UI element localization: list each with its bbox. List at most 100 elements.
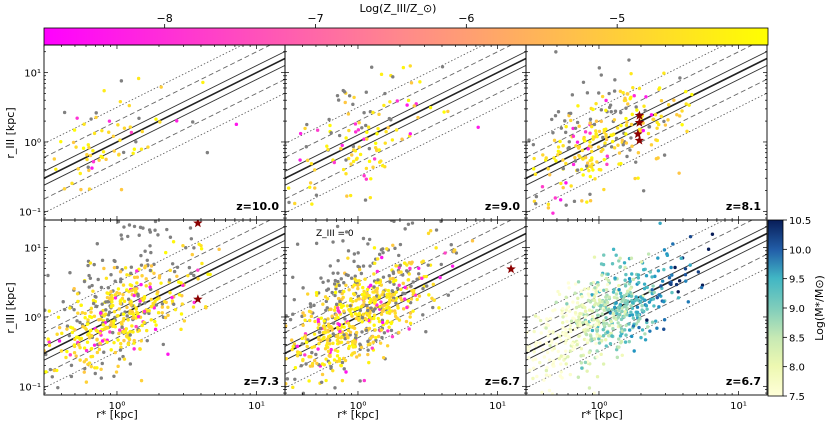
data-point [644, 304, 649, 308]
data-point [408, 266, 412, 271]
data-point [287, 200, 291, 205]
data-point [196, 268, 200, 272]
data-point [336, 279, 340, 284]
data-point [670, 273, 674, 277]
data-point [476, 125, 480, 129]
data-point [663, 123, 668, 127]
data-point [440, 65, 445, 69]
data-point [327, 361, 332, 365]
data-point [372, 157, 377, 161]
data-point [544, 341, 549, 345]
data-point [559, 354, 564, 358]
data-point [351, 148, 356, 152]
data-point [354, 157, 359, 162]
data-point [368, 300, 372, 305]
data-point [597, 298, 602, 302]
data-point [304, 362, 308, 366]
data-point [166, 313, 170, 317]
data-point [630, 334, 634, 339]
data-point [327, 354, 331, 358]
data-point [310, 361, 315, 366]
data-point [568, 309, 572, 313]
data-point [177, 293, 182, 297]
data-point [626, 289, 630, 293]
data-point [600, 312, 604, 316]
data-point [566, 354, 570, 359]
data-point [561, 158, 565, 162]
data-point [397, 253, 401, 258]
data-point [559, 370, 563, 374]
data-point [97, 318, 101, 322]
data-point [338, 289, 342, 294]
data-point [385, 247, 389, 251]
data-point [88, 314, 92, 319]
data-point [77, 343, 81, 347]
data-point [641, 189, 646, 193]
data-point [647, 125, 652, 129]
data-point [367, 293, 371, 298]
data-point [409, 284, 413, 288]
data-point [390, 138, 395, 142]
data-point [358, 152, 363, 157]
data-point [590, 162, 594, 166]
data-point [89, 306, 94, 311]
data-point [561, 325, 565, 330]
data-point [141, 298, 145, 302]
data-point [368, 297, 373, 302]
data-point [385, 295, 389, 299]
data-point [360, 316, 365, 320]
data-point [336, 296, 341, 301]
data-point [612, 295, 617, 300]
data-point [594, 101, 598, 106]
star-marker [634, 135, 645, 145]
data-point [89, 117, 93, 121]
data-point [651, 284, 655, 288]
panel-frame [43, 219, 286, 396]
data-point [100, 361, 104, 366]
data-point [138, 225, 143, 230]
data-point [361, 264, 366, 268]
data-point [188, 226, 193, 230]
data-point [295, 242, 300, 246]
data-point [568, 372, 573, 377]
data-point [339, 336, 343, 340]
y-tick-label: 10⁻¹ [19, 207, 41, 218]
data-point [112, 340, 116, 345]
data-point [534, 194, 539, 199]
data-point [356, 128, 361, 132]
data-point [295, 344, 300, 349]
data-point [285, 382, 288, 386]
data-point [443, 251, 447, 255]
data-point [375, 132, 379, 136]
data-point [391, 75, 395, 79]
data-point [596, 145, 601, 149]
data-point [356, 283, 360, 288]
data-point [379, 283, 384, 287]
data-point [333, 316, 338, 321]
data-point [630, 301, 635, 305]
data-point [360, 320, 364, 324]
data-point [146, 145, 150, 149]
data-point [374, 294, 379, 298]
data-point [328, 307, 333, 311]
data-point [337, 133, 342, 138]
data-point [408, 311, 413, 315]
data-point [355, 313, 360, 317]
data-point [73, 328, 77, 332]
data-point [367, 326, 372, 331]
data-point [70, 330, 75, 335]
data-point [600, 273, 604, 277]
data-point [605, 300, 610, 305]
data-point [542, 378, 546, 382]
data-point [159, 85, 163, 89]
data-point [342, 281, 346, 285]
data-point [349, 162, 353, 166]
data-point [303, 318, 307, 322]
data-point [567, 140, 571, 144]
data-point [638, 317, 642, 321]
data-point [386, 288, 391, 293]
data-point [350, 340, 355, 344]
data-point [122, 299, 127, 304]
data-point [165, 227, 169, 232]
data-point [629, 310, 633, 314]
